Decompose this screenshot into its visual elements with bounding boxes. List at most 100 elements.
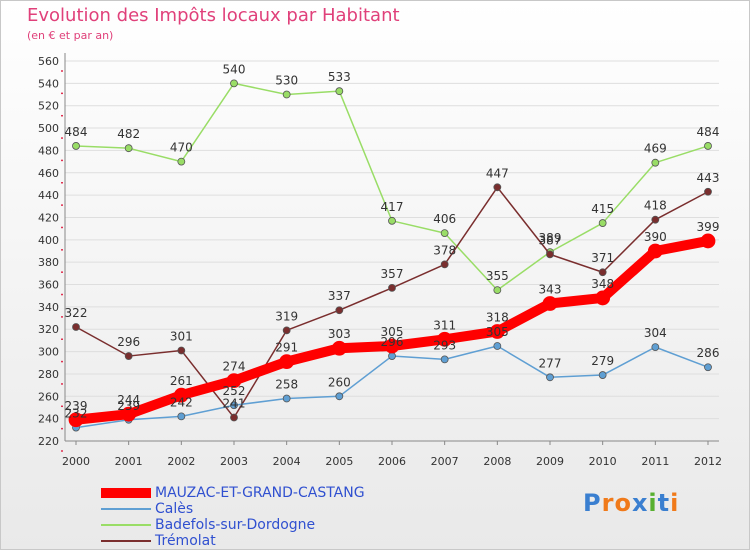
series-2-label-2010: 415: [591, 202, 614, 216]
y-tick-label-560: 560: [38, 55, 59, 68]
logo-letter: t: [657, 489, 671, 517]
series-3-label-2012: 443: [697, 171, 720, 185]
series-3-point-2008: [493, 183, 502, 192]
series-3-point-2005: [335, 306, 344, 315]
chart-subtitle: (en € et par an): [27, 29, 114, 42]
series-3-label-2007: 378: [433, 243, 456, 257]
series-0-label-2007: 311: [433, 318, 456, 332]
series-1-point-2002: [177, 412, 186, 421]
logo-letter: r: [601, 489, 615, 517]
series-1-point-2007: [440, 355, 449, 364]
series-2-point-2006: [388, 216, 396, 225]
series-2-label-2000: 484: [65, 125, 88, 139]
series-0-label-2011: 390: [644, 230, 667, 244]
series-0-label-2012: 399: [697, 220, 720, 234]
series-3-point-2002: [177, 346, 186, 355]
series-1-label-2008: 305: [486, 325, 509, 339]
series-2-point-2004: [282, 90, 291, 99]
series-0-point-2009: [542, 296, 558, 311]
x-tick-label-2008: 2008: [483, 455, 511, 468]
series-0-label-2001: 244: [117, 393, 140, 407]
series-1-label-2001: 239: [117, 399, 140, 413]
series-3-point-2010: [598, 268, 607, 277]
series-2-point-2012: [704, 142, 712, 150]
y-tick-label-480: 480: [38, 144, 59, 157]
y-tick-label-540: 540: [38, 77, 59, 90]
y-tick-label-340: 340: [38, 301, 59, 314]
x-tick-label-2010: 2010: [589, 455, 617, 468]
series-1-label-2011: 304: [644, 326, 667, 340]
series-1-label-2007: 293: [433, 338, 456, 352]
y-tick-label-300: 300: [38, 346, 59, 359]
series-1-point-2009: [546, 373, 554, 382]
series-1-point-2004: [282, 394, 291, 403]
y-tick-label-280: 280: [38, 368, 59, 381]
y-tick-label-520: 520: [38, 100, 59, 113]
series-0-point-2005: [331, 340, 347, 356]
series-1-point-2005: [335, 392, 344, 401]
series-3-label-2010: 371: [591, 251, 614, 265]
y-tick-label-500: 500: [38, 122, 59, 135]
y-tick-label-440: 440: [38, 189, 59, 202]
legend-label-mauzac: MAUZAC-ET-GRAND-CASTANG: [155, 485, 365, 501]
series-0-point-2006: [384, 338, 400, 354]
y-tick-label-360: 360: [38, 279, 59, 292]
series-2-label-2012: 484: [697, 125, 720, 139]
series-2-point-2010: [598, 219, 607, 227]
x-tick-label-2004: 2004: [273, 455, 301, 468]
x-tick-label-2002: 2002: [167, 455, 195, 468]
legend-label-cales: Calès: [155, 501, 194, 517]
x-tick-label-2011: 2011: [641, 455, 669, 468]
proxiti-logo: Proxiti: [583, 489, 679, 517]
series-3-point-2007: [440, 260, 449, 269]
series-3-point-2006: [388, 283, 396, 292]
series-1-label-2009: 277: [539, 356, 562, 370]
series-0-label-2004: 291: [275, 341, 298, 355]
series-2-point-2003: [230, 79, 238, 88]
series-2-point-2001: [124, 144, 133, 153]
series-2-point-2002: [177, 157, 186, 166]
legend-swatch-mauzac: [101, 488, 151, 498]
logo-letter: i: [670, 489, 680, 517]
x-tick-label-2007: 2007: [431, 455, 459, 468]
logo-letter: o: [614, 489, 632, 517]
series-2-label-2011: 469: [644, 142, 667, 156]
series-1-label-2010: 279: [591, 354, 614, 368]
series-3-label-2005: 337: [328, 289, 351, 303]
logo-letter: P: [583, 489, 602, 517]
series-0-point-2002: [173, 387, 189, 403]
logo-letter: x: [631, 489, 649, 517]
series-2-point-2011: [651, 158, 660, 167]
series-2-label-2004: 530: [275, 74, 298, 88]
series-1-point-2008: [493, 342, 502, 350]
series-0-point-2003: [226, 373, 242, 389]
x-tick-label-2012: 2012: [694, 455, 722, 468]
series-0-label-2010: 348: [591, 277, 614, 291]
series-3-label-2009: 387: [539, 233, 562, 247]
series-1-label-2000: 232: [65, 407, 88, 421]
series-0-label-2000: 239: [65, 399, 88, 413]
series-3-label-2008: 447: [486, 166, 509, 180]
series-3-label-2006: 357: [381, 267, 404, 281]
series-0-point-2000: [68, 412, 84, 428]
y-tick-label-240: 240: [38, 413, 59, 426]
series-0-label-2008: 318: [486, 310, 509, 324]
series-3-label-2001: 296: [117, 335, 140, 349]
series-2-label-2005: 533: [328, 70, 351, 84]
y-tick-label-220: 220: [38, 435, 59, 448]
series-1-point-2010: [598, 371, 607, 379]
series-0-point-2004: [279, 354, 295, 370]
series-2-point-2008: [493, 286, 502, 295]
series-2-label-2002: 470: [170, 141, 193, 155]
series-0-label-2009: 343: [539, 283, 562, 297]
series-3-label-2003: 241: [223, 397, 246, 411]
series-1-label-2005: 260: [328, 375, 351, 389]
series-2-label-2001: 482: [117, 127, 140, 141]
series-0-point-2008: [489, 324, 505, 339]
series-0-label-2006: 305: [381, 325, 404, 339]
series-0-point-2012: [700, 233, 716, 249]
x-tick-label-2006: 2006: [378, 455, 406, 468]
series-0-label-2003: 274: [223, 360, 246, 374]
series-1-label-2006: 296: [381, 335, 404, 349]
